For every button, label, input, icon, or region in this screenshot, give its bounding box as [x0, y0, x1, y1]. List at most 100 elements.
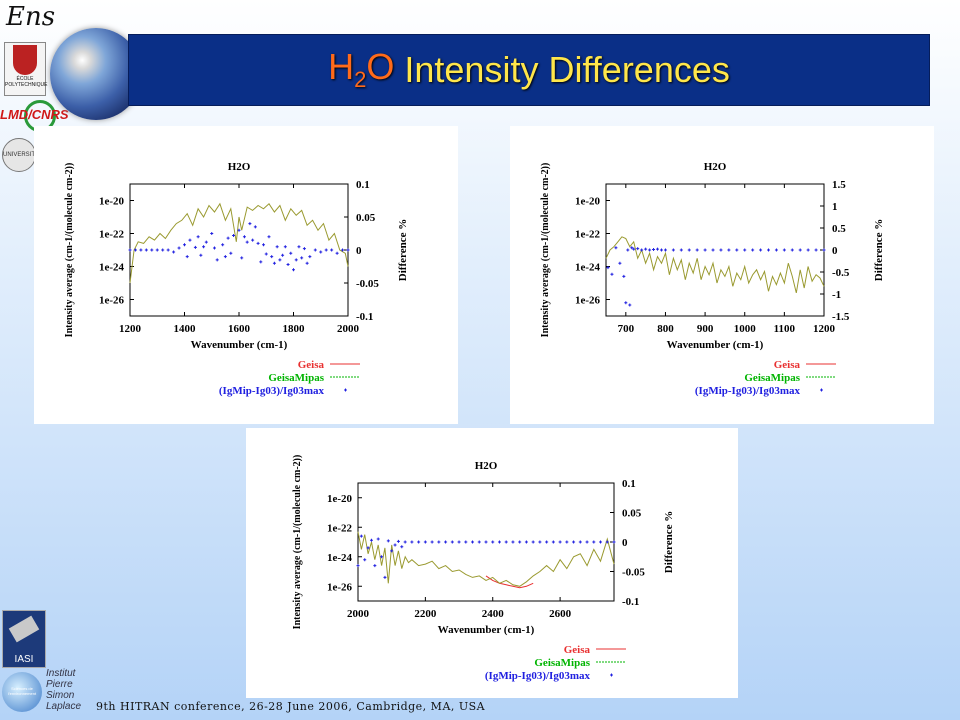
difference-point [393, 543, 397, 547]
upmc-logo-text: UNIVERSITÉ PIERRE ET MARIE CURIE [3, 152, 36, 158]
y-tick-label: 1e-20 [575, 196, 601, 208]
legend-label: (IgMip-Ig03)/Ig03max [695, 385, 801, 397]
y-axis-label: Intensity average (cm-1/(molecule cm-2)) [540, 163, 551, 338]
difference-point [289, 251, 293, 255]
y-axis-label: Intensity average (cm-1/(molecule cm-2)) [292, 455, 303, 630]
difference-point [396, 539, 400, 543]
difference-point [281, 253, 285, 257]
difference-point [300, 256, 304, 260]
difference-point [330, 248, 334, 252]
difference-point [251, 238, 255, 242]
y2-tick-label: 0.1 [622, 478, 636, 490]
x-axis-label: Wavenumber (cm-1) [191, 339, 288, 351]
difference-point [612, 540, 616, 544]
y-tick-label: 1e-24 [99, 262, 125, 274]
difference-point [703, 248, 707, 252]
legend-label: (IgMip-Ig03)/Ig03max [485, 670, 591, 682]
difference-point [215, 258, 219, 262]
ipsl-logo-text: Institut Pierre Simon Laplace [46, 668, 82, 712]
y2-tick-label: 1 [832, 201, 838, 213]
difference-point [538, 540, 542, 544]
y-tick-label: 1e-24 [575, 262, 601, 274]
difference-point [275, 245, 279, 249]
difference-point [774, 248, 778, 252]
chart-3: H2O 2000 2200 2400 2600 1e-20 1e-22 1e-24 1e-26 0… [292, 455, 675, 682]
difference-point [759, 248, 763, 252]
difference-point [417, 540, 421, 544]
difference-point [471, 540, 475, 544]
difference-point [386, 539, 390, 543]
difference-point [430, 540, 434, 544]
difference-point [256, 241, 260, 245]
lmd-cnrs-logo: LMD/CNRS [0, 100, 69, 132]
difference-point [679, 248, 683, 252]
difference-point [133, 248, 137, 252]
iasi-logo: IASI [2, 610, 46, 668]
difference-point [324, 248, 328, 252]
legend-label: Geisa [298, 359, 325, 371]
y2-tick-label: 0.05 [622, 508, 642, 520]
legend-label: GeisaMipas [744, 372, 800, 384]
difference-point [341, 248, 345, 252]
difference-point [262, 243, 266, 247]
y2-tick-label: 0 [832, 245, 838, 257]
legend-label: Geisa [774, 359, 801, 371]
difference-point [319, 250, 323, 254]
difference-point [185, 255, 189, 259]
difference-point [814, 248, 818, 252]
difference-point [139, 248, 143, 252]
difference-point [292, 268, 295, 272]
difference-point [346, 248, 350, 252]
difference-point [237, 228, 241, 232]
chart-1: H2O 1200 1400 1600 1800 2000 1e-20 1e-22 1e-24 1e… [64, 161, 409, 397]
difference-point [630, 246, 634, 250]
difference-point [193, 245, 197, 249]
y2-axis-label: Difference % [663, 511, 675, 573]
x-axis-label: Wavenumber (cm-1) [438, 624, 535, 636]
difference-point [610, 272, 614, 276]
difference-point [199, 253, 203, 257]
difference-point [248, 222, 252, 226]
difference-point [183, 243, 186, 247]
legend-swatch [820, 388, 823, 392]
y2-tick-label: 0 [622, 537, 628, 549]
difference-point [437, 540, 441, 544]
difference-point [380, 555, 384, 559]
difference-point [751, 248, 755, 252]
upmc-logo: UNIVERSITÉ PIERRE ET MARIE CURIE [2, 138, 36, 172]
difference-point [302, 247, 306, 251]
difference-point [545, 540, 549, 544]
difference-point [403, 540, 407, 544]
difference-point [259, 260, 263, 264]
satellite-icon [8, 615, 40, 643]
difference-point [578, 540, 582, 544]
difference-point [614, 246, 618, 250]
difference-point [444, 540, 448, 544]
x-tick-label: 1000 [734, 323, 757, 335]
polytechnique-logo: ÉCOLE POLYTECHNIQUE [4, 42, 47, 96]
difference-point [245, 240, 249, 244]
difference-point [531, 540, 535, 544]
difference-point [210, 232, 214, 235]
difference-point [719, 248, 723, 252]
y-tick-label: 1e-20 [327, 493, 353, 505]
difference-point [283, 245, 287, 249]
difference-point [565, 540, 569, 544]
difference-point [484, 540, 488, 544]
difference-point [599, 540, 603, 544]
difference-point [144, 248, 148, 252]
difference-point [618, 261, 622, 265]
title-text: Intensity Differences [394, 49, 730, 90]
difference-point [585, 540, 589, 544]
difference-point [671, 248, 675, 252]
difference-point [640, 248, 644, 252]
difference-point [806, 248, 810, 252]
difference-point [363, 558, 367, 562]
difference-point [229, 251, 233, 255]
difference-point [166, 248, 170, 252]
difference-point [359, 534, 363, 538]
iasi-logo-text: IASI [14, 654, 34, 665]
difference-point [711, 248, 715, 252]
difference-point [223, 255, 227, 259]
legend-label: Geisa [564, 644, 591, 656]
